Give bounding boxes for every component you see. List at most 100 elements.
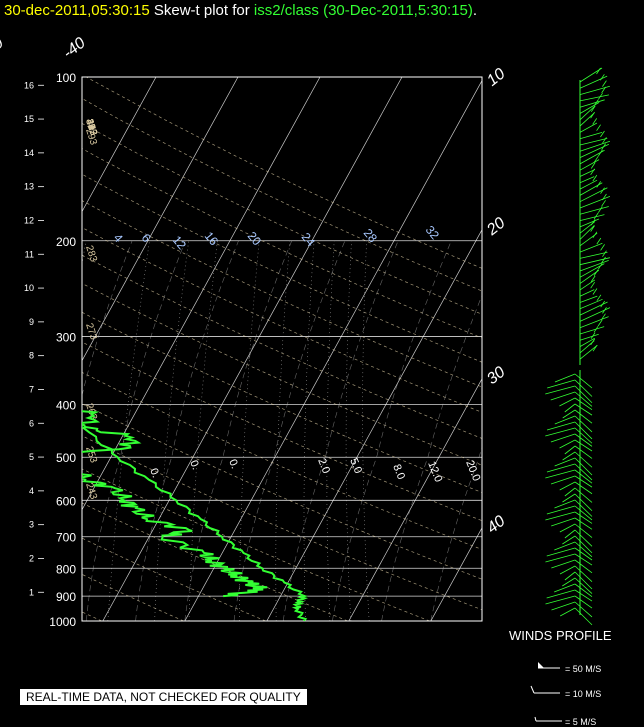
wind-barb-feather [593, 155, 599, 163]
wind-barb [579, 218, 600, 228]
height-km-label: 12 [24, 215, 34, 225]
dry-adiabat-line [82, 123, 482, 315]
wind-barb [579, 140, 611, 152]
wind-barb [574, 505, 593, 521]
wind-barb [579, 279, 596, 291]
winds-legend-item: = 10 M/S [565, 689, 601, 699]
dry-adiabat-label: 363 [83, 118, 99, 138]
dry-adiabat-line [82, 573, 184, 621]
dry-adiabat-label: 393 [83, 118, 99, 138]
wind-barb-feather [590, 225, 595, 232]
wind-barb [559, 565, 576, 575]
wind-barb-feather [597, 263, 603, 270]
wind-barb-feather [596, 237, 602, 245]
wind-barb [564, 445, 576, 455]
dry-adiabat-line [82, 341, 482, 522]
wind-barb-feather [590, 218, 596, 226]
moist-adiabat-line [184, 240, 292, 621]
wind-barb [546, 589, 576, 599]
wind-barb-feather [602, 80, 607, 87]
pressure-tick-label: 1000 [49, 615, 76, 629]
wind-barb [579, 179, 598, 190]
wind-barb [579, 333, 599, 341]
title-platform: iss2/class (30-Dec-2011,5:30:15) [253, 2, 473, 19]
wind-barb [579, 242, 603, 253]
wind-barb-feather [592, 231, 598, 239]
title-timestamp: 30-dec-2011,05:30:15 [4, 2, 150, 19]
wind-barb [574, 553, 593, 566]
wind-barb [574, 577, 593, 594]
wind-barb [579, 176, 595, 184]
wind-barb-feather [601, 313, 606, 320]
pseudo-adiabat-label: 0. [226, 458, 241, 471]
moist-adiabat-line [135, 240, 239, 621]
height-km-label: 10 [24, 283, 34, 293]
height-km-label: 14 [24, 148, 34, 158]
height-km-label: 8 [29, 351, 34, 361]
wind-barb-feather [596, 67, 601, 75]
wind-barb [579, 94, 609, 102]
title-suffix: . [472, 2, 478, 19]
wind-barb [579, 295, 598, 303]
wind-barb [545, 595, 576, 605]
wind-barb [554, 541, 576, 551]
wind-barb-feather [592, 174, 598, 182]
wind-barb [579, 225, 595, 240]
wind-barb-feather [602, 307, 607, 314]
mixing-ratio-line [239, 240, 260, 621]
wind-barb [574, 517, 593, 530]
wind-barb [574, 595, 593, 609]
wind-barb [574, 397, 593, 411]
quality-disclaimer: REAL-TIME DATA, NOT CHECKED FOR QUALITY [20, 689, 307, 705]
wind-barb-feather [598, 92, 603, 100]
height-km-label: 3 [29, 520, 34, 530]
wind-barb-feather [590, 162, 596, 169]
wind-barb [579, 257, 611, 266]
wind-barb [574, 607, 593, 626]
mixing-ratio-line [275, 240, 291, 621]
dry-adiabat-label: 253 [83, 445, 99, 465]
plot-border [81, 76, 483, 622]
isotherm-line [82, 77, 321, 511]
wind-barb [574, 499, 593, 517]
moist-adiabat-line [233, 240, 346, 621]
legend-barb-feather [534, 716, 537, 722]
wind-barb-feather [600, 130, 605, 138]
wind-barb-feather [600, 300, 605, 308]
wind-barb [545, 385, 576, 395]
wind-barb [554, 457, 576, 467]
height-km-label: 6 [29, 418, 34, 428]
isotherm-line [430, 527, 482, 621]
wind-barb [550, 475, 576, 485]
dry-adiabat-label: 273 [83, 322, 99, 342]
wind-barb [559, 607, 576, 617]
wind-barb [574, 565, 593, 582]
height-km-label: 5 [29, 452, 34, 462]
pseudo-adiabat-label: 2.0 [315, 457, 332, 476]
wind-barb-feather [593, 212, 599, 220]
dry-adiabat-line [82, 468, 430, 621]
mixing-ratio-line [362, 240, 370, 621]
winds-legend-item: = 5 M/S [565, 717, 596, 727]
wind-barb-feather [592, 118, 598, 125]
wind-barb-feather [590, 275, 596, 283]
pseudo-adiabat-label: 20.0 [463, 459, 482, 483]
wind-barb [562, 577, 576, 587]
winds-profile: WINDS PROFILE = 50 M/S = 10 M/S = 5 M/S [509, 67, 612, 727]
pressure-tick-label: 500 [56, 451, 76, 465]
wind-barb [559, 481, 576, 491]
dry-adiabat-label: 313 [83, 118, 99, 138]
dry-adiabat-label: 303 [83, 118, 99, 138]
dry-adiabat-label: 323 [83, 118, 99, 138]
wind-barb [564, 487, 576, 497]
wind-barb [574, 469, 593, 484]
wind-barb-feather [590, 105, 596, 113]
moist-adiabat-line [282, 240, 399, 621]
temperature-profile [82, 426, 309, 621]
wind-barb [574, 439, 593, 452]
dry-adiabat-label: 373 [83, 118, 99, 138]
wind-barb [562, 493, 576, 503]
wind-barb [554, 499, 576, 509]
wind-barb [547, 379, 576, 389]
wind-barb [564, 403, 576, 413]
